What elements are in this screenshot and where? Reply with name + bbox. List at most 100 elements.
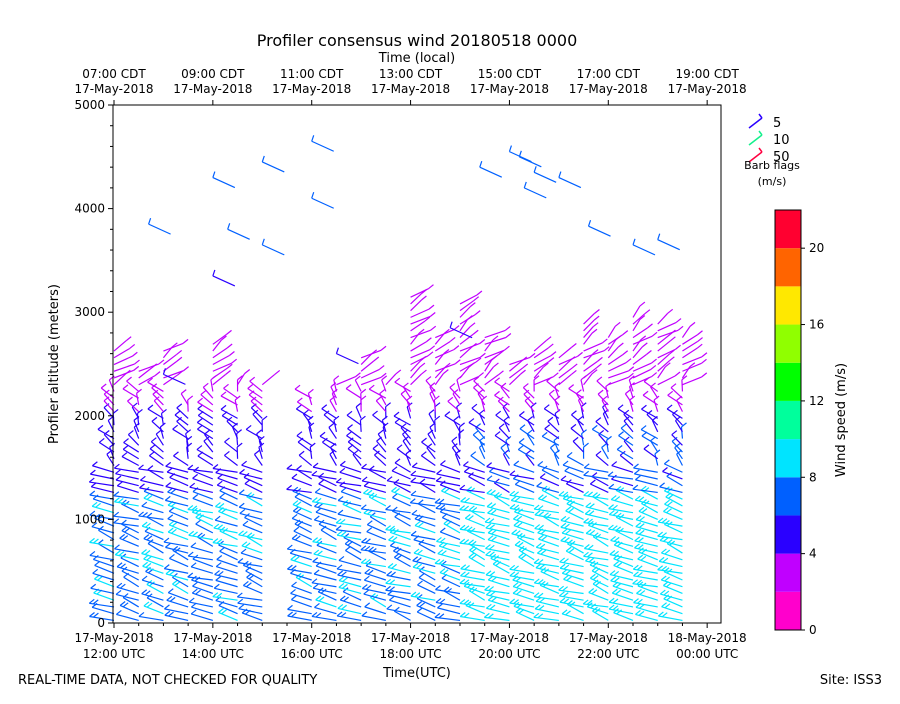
wind-barb (488, 513, 510, 519)
barb-feather (392, 564, 397, 568)
wind-barb (589, 593, 609, 601)
barb-feather (592, 329, 597, 333)
barb-feather (486, 571, 491, 575)
barb-feather (320, 432, 325, 436)
barb-feather (171, 529, 176, 533)
barb-feather (468, 516, 473, 520)
wind-barb (169, 558, 188, 566)
wind-barb (567, 456, 583, 465)
barb-feather (541, 550, 546, 554)
barb-feather (697, 344, 702, 348)
barb-feather (634, 544, 639, 548)
wind-barb (213, 348, 227, 358)
wind-barb (589, 226, 611, 236)
barb-feather (586, 503, 591, 507)
x-tick-date: 17-May-2018 (173, 631, 252, 645)
wind-barb (203, 387, 213, 398)
wind-barb (588, 525, 608, 533)
barb-feather (662, 468, 667, 472)
barb-feather (171, 489, 176, 493)
wind-barb (608, 363, 626, 372)
barb-feather (338, 571, 343, 575)
wind-barb (488, 533, 509, 540)
barb-feather (93, 539, 98, 543)
wind-barb (460, 307, 470, 318)
barb-feather (242, 532, 247, 536)
barb-feather (563, 587, 568, 591)
wind-barb (633, 245, 655, 255)
barb-feather (90, 538, 95, 542)
barb-feather (619, 432, 624, 436)
wind-barb (170, 477, 188, 485)
barb-feather (611, 536, 616, 540)
barb-feather (175, 411, 180, 415)
wind-barb (480, 167, 502, 177)
wind-barb (361, 350, 381, 358)
barb-feather (512, 530, 517, 534)
barb-feather (297, 398, 302, 402)
wind-barb (92, 607, 114, 613)
wind-barb (153, 394, 164, 405)
barb-feather (421, 296, 426, 300)
barb-feather (262, 416, 267, 420)
barb-feather (343, 578, 348, 582)
barb-feather (262, 156, 264, 162)
barb-feather (117, 482, 122, 486)
barb-feather (139, 484, 144, 488)
wind-barb (94, 579, 114, 587)
barb-feather (513, 515, 518, 519)
barb-feather (477, 291, 482, 295)
wind-barb (291, 600, 311, 607)
wind-barb (363, 493, 385, 499)
barb-feather (127, 397, 132, 401)
wind-barb (436, 508, 460, 512)
barb-feather (644, 445, 649, 449)
barb-feather (257, 430, 262, 434)
wind-barb (535, 609, 559, 614)
barb-feather (313, 584, 318, 588)
barb-feather (542, 432, 547, 436)
barb-feather (239, 469, 244, 473)
colorbar-segment (775, 210, 801, 248)
barb-feather (166, 570, 171, 574)
barb-feather (440, 569, 445, 573)
wind-barb (337, 616, 361, 620)
wind-barb (387, 481, 410, 486)
wind-barb (117, 587, 139, 593)
wind-barb (411, 316, 431, 324)
barb-feather (143, 562, 148, 566)
barb-feather (636, 529, 641, 533)
barb-feather (295, 536, 300, 540)
barb-feather (464, 526, 469, 530)
barb-feather (667, 405, 672, 409)
colorbar-segment (775, 592, 801, 630)
barb-feather (420, 479, 425, 483)
barb-feather (243, 581, 248, 585)
wind-barb (636, 607, 658, 613)
barb-feather (573, 437, 578, 441)
top-tick-time: 09:00 CDT (181, 67, 245, 81)
barb-feather (548, 417, 553, 421)
barb-feather (520, 425, 525, 429)
barb-feather (245, 543, 250, 547)
wind-barb (340, 600, 361, 607)
barb-feather (517, 584, 522, 588)
barb-feather (96, 503, 101, 507)
wind-barb (429, 414, 435, 425)
wind-barb (360, 420, 361, 432)
x-tick-time: 22:00 UTC (577, 647, 639, 661)
wind-barb (253, 414, 262, 425)
top-axis-label: Time (local) (378, 51, 455, 66)
wind-barb (487, 507, 509, 513)
wind-barb (316, 566, 336, 573)
barb-feather (436, 504, 441, 508)
top-tick-date: 17-May-2018 (173, 82, 252, 96)
barb-feather (612, 589, 617, 593)
barb-feather (367, 528, 372, 532)
barb-feather (513, 583, 518, 587)
barb-feather (590, 480, 595, 484)
barb-feather (608, 472, 613, 476)
wind-barb (586, 507, 609, 513)
barb-feather (114, 498, 119, 502)
barb-feather (155, 372, 160, 376)
